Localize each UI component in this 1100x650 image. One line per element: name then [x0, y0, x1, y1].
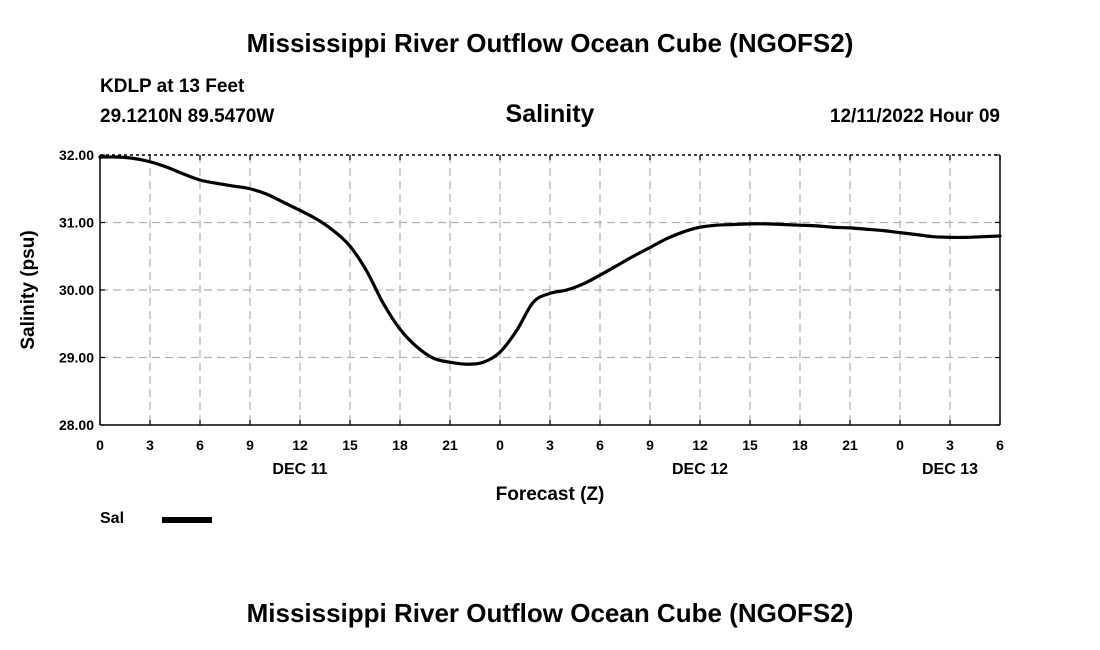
chart-main-title: Mississippi River Outflow Ocean Cube (NG… — [246, 28, 854, 58]
x-tick-label: 9 — [646, 437, 654, 453]
x-tick-label: 3 — [946, 437, 954, 453]
forecast-datetime: 12/11/2022 Hour 09 — [829, 106, 1000, 127]
x-tick-label: 18 — [392, 437, 408, 453]
x-tick-label: 0 — [96, 437, 104, 453]
x-tick-label: 21 — [442, 437, 458, 453]
day-label: DEC 11 — [272, 461, 327, 478]
plot-title: Salinity — [505, 100, 595, 128]
day-label: DEC 12 — [672, 461, 728, 478]
day-label: DEC 13 — [922, 461, 978, 478]
x-tick-label: 15 — [342, 437, 358, 453]
x-tick-label: 6 — [596, 437, 604, 453]
y-axis-title: Salinity (psu) — [18, 230, 39, 349]
y-tick-label: 30.00 — [59, 282, 94, 298]
x-tick-label: 0 — [896, 437, 904, 453]
x-tick-label: 18 — [792, 437, 808, 453]
x-tick-label: 6 — [996, 437, 1004, 453]
station-label: KDLP at 13 Feet — [100, 76, 245, 97]
x-axis-title: Forecast (Z) — [496, 484, 605, 505]
x-tick-label: 15 — [742, 437, 758, 453]
x-tick-label: 12 — [692, 437, 708, 453]
y-tick-label: 31.00 — [59, 215, 94, 231]
series-line-sal — [98, 155, 1002, 366]
x-tick-label: 3 — [146, 437, 154, 453]
station-coordinates: 29.1210N 89.5470W — [100, 106, 275, 127]
x-tick-label: 0 — [496, 437, 504, 453]
y-tick-label: 32.00 — [59, 147, 94, 163]
y-tick-label: 28.00 — [59, 417, 94, 433]
x-tick-label: 12 — [292, 437, 308, 453]
legend-label: Sal — [100, 510, 125, 527]
x-tick-label: 21 — [842, 437, 858, 453]
x-tick-label: 3 — [546, 437, 554, 453]
footer-title: Mississippi River Outflow Ocean Cube (NG… — [246, 598, 854, 628]
x-tick-label: 9 — [246, 437, 254, 453]
y-tick-label: 29.00 — [59, 350, 94, 366]
legend-line-swatch — [162, 517, 212, 523]
x-tick-label: 6 — [196, 437, 204, 453]
